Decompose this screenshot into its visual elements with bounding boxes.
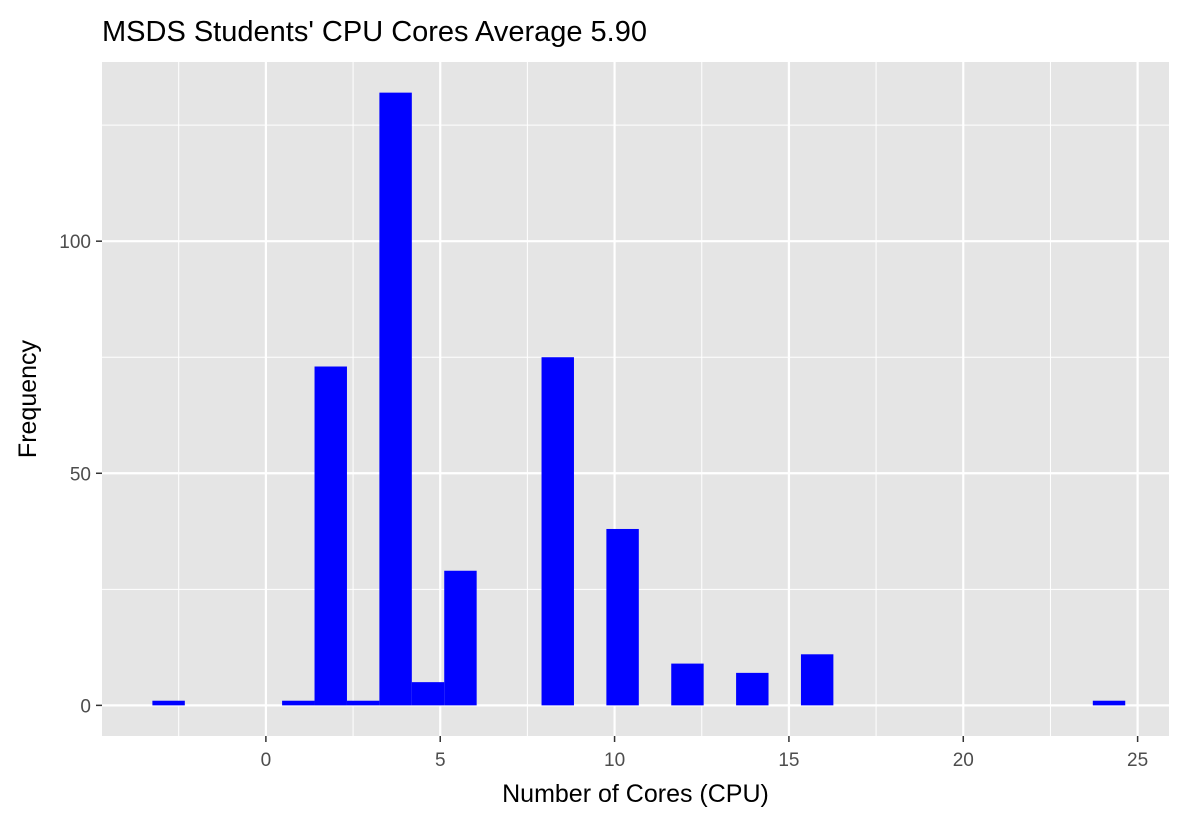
y-tick-label: 50	[70, 464, 91, 485]
histogram-bars	[152, 92, 1126, 706]
histogram-bar	[541, 357, 574, 706]
histogram-bar	[152, 700, 185, 706]
y-axis: 0 50 100	[59, 232, 102, 717]
histogram-bar	[671, 663, 704, 706]
x-tick-label: 25	[1127, 750, 1148, 771]
histogram-bar	[314, 366, 347, 706]
x-axis: 0 5 10 15 20 25	[261, 736, 1148, 771]
histogram-bar	[800, 654, 834, 706]
histogram-bar	[411, 682, 445, 706]
y-tick-label: 100	[59, 232, 91, 253]
y-tick-label: 0	[80, 696, 91, 717]
histogram-bar	[1092, 700, 1126, 706]
x-axis-title: Number of Cores (CPU)	[502, 780, 769, 808]
major-gridlines	[102, 62, 1169, 736]
histogram-bar	[606, 528, 639, 706]
y-axis-title: Frequency	[14, 339, 42, 458]
x-tick-label: 15	[778, 750, 799, 771]
x-tick-label: 10	[604, 750, 625, 771]
x-tick-label: 0	[261, 750, 272, 771]
x-tick-label: 5	[435, 750, 446, 771]
histogram-bar	[346, 700, 380, 706]
chart-title: MSDS Students' CPU Cores Average 5.90	[102, 16, 647, 48]
minor-gridlines	[102, 62, 1169, 736]
x-tick-label: 20	[953, 750, 974, 771]
histogram-bar	[736, 672, 769, 706]
histogram-bar	[379, 92, 412, 706]
histogram-bar	[444, 570, 477, 706]
histogram-bar	[282, 700, 315, 706]
